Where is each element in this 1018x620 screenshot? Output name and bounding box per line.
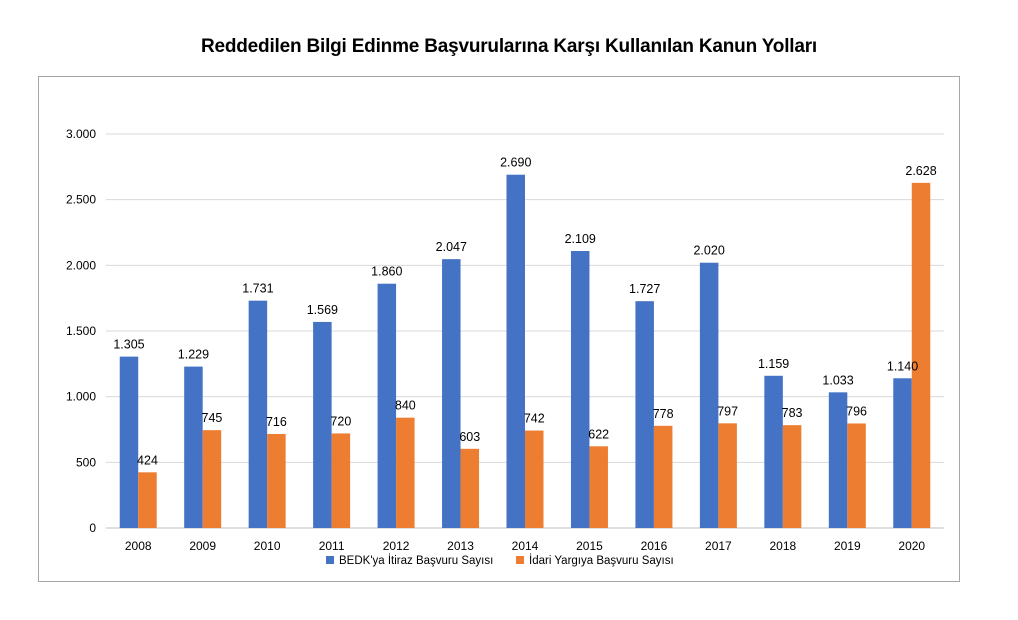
- bar-idari-yargi: [331, 433, 351, 528]
- y-tick-label: 0: [89, 521, 96, 535]
- legend: BEDK'ya İtiraz Başvuru Sayısı İdari Yargı…: [326, 554, 674, 567]
- data-label: 1.569: [307, 303, 338, 317]
- data-label: 796: [846, 404, 867, 418]
- bar-bedk-itiraz: [248, 300, 268, 528]
- data-label: 424: [137, 453, 158, 467]
- y-tick-label: 500: [76, 455, 96, 469]
- bar-bedk-itiraz: [119, 356, 139, 528]
- bar-bedk-itiraz: [377, 283, 397, 528]
- bar-bedk-itiraz: [828, 392, 848, 528]
- data-label: 742: [524, 412, 545, 426]
- data-label: 2.047: [436, 240, 467, 254]
- x-tick-label: 2013: [447, 539, 474, 553]
- data-label: 2.690: [500, 156, 531, 170]
- bar-bedk-itiraz: [635, 301, 654, 528]
- bar-idari-yargi: [847, 423, 866, 528]
- y-tick-label: 3.000: [66, 127, 96, 141]
- x-tick-label: 2012: [383, 539, 410, 553]
- x-tick-label: 2009: [189, 539, 216, 553]
- bar-idari-yargi: [911, 182, 931, 528]
- bar-idari-yargi: [525, 430, 544, 528]
- data-label: 603: [459, 430, 480, 444]
- data-label: 1.727: [629, 282, 660, 296]
- legend-swatch: [326, 556, 334, 564]
- data-label: 1.140: [887, 359, 918, 373]
- x-axis-ticks: 2008 2009 2010 2011 2012 2013 2014 2015 2016 2017…: [125, 539, 926, 553]
- bar-idari-yargi: [396, 417, 415, 528]
- legend-label: İdari Yargıya Başvuru Sayısı: [529, 554, 674, 567]
- y-axis-ticks: 0 500 1.000 1.500 2.000 2.500 3.000: [66, 127, 96, 535]
- bar-idari-yargi: [782, 425, 802, 528]
- data-label: 783: [782, 406, 803, 420]
- x-tick-label: 2008: [125, 539, 152, 553]
- bar-bedk-itiraz: [893, 378, 912, 528]
- x-tick-label: 2016: [641, 539, 668, 553]
- y-tick-label: 1.000: [66, 390, 96, 404]
- bar-bedk-itiraz: [442, 259, 461, 528]
- bar-bedk-itiraz: [313, 321, 332, 528]
- legend-label: BEDK'ya İtiraz Başvuru Sayısı: [339, 554, 493, 567]
- data-label: 2.628: [905, 164, 936, 178]
- chart-title: Reddedilen Bilgi Edinme Başvurularına Ka…: [200, 36, 817, 57]
- bars: [119, 174, 931, 529]
- x-tick-label: 2014: [512, 539, 539, 553]
- data-label: 778: [653, 407, 674, 421]
- bar-bedk-itiraz: [764, 375, 783, 528]
- bar-idari-yargi: [202, 430, 222, 528]
- x-tick-label: 2010: [254, 539, 281, 553]
- data-label: 2.020: [693, 244, 724, 258]
- bar-idari-yargi: [589, 446, 608, 528]
- data-label: 797: [717, 404, 738, 418]
- bar-idari-yargi: [653, 425, 673, 528]
- bar-idari-yargi: [718, 423, 737, 528]
- data-label: 1.860: [371, 265, 402, 279]
- y-tick-label: 2.000: [66, 258, 96, 272]
- data-labels: 1.305 424 1.229 745 1.731 716 1.569 720 1.860 840…: [113, 156, 936, 468]
- x-tick-label: 2015: [576, 539, 603, 553]
- data-label: 1.229: [178, 348, 209, 362]
- data-label: 622: [588, 427, 609, 441]
- x-tick-label: 2019: [834, 539, 861, 553]
- x-tick-label: 2020: [898, 539, 925, 553]
- bar-bedk-itiraz: [699, 262, 719, 528]
- chart-frame: [38, 76, 960, 582]
- data-label: 1.731: [242, 282, 273, 296]
- bar-idari-yargi: [460, 448, 480, 528]
- data-label: 720: [330, 414, 351, 428]
- y-tick-label: 1.500: [66, 324, 96, 338]
- bar-bedk-itiraz: [570, 251, 590, 528]
- bar-bedk-itiraz: [184, 366, 203, 528]
- data-label: 2.109: [565, 232, 596, 246]
- data-label: 1.159: [758, 357, 789, 371]
- x-tick-label: 2011: [319, 539, 345, 553]
- data-label: 745: [202, 411, 223, 425]
- legend-swatch: [516, 556, 524, 564]
- data-label: 840: [395, 399, 416, 413]
- bar-idari-yargi: [267, 433, 286, 528]
- bar-bedk-itiraz: [506, 174, 525, 529]
- data-label: 1.033: [822, 373, 853, 387]
- y-tick-label: 2.500: [66, 193, 96, 207]
- data-label: 716: [266, 415, 287, 429]
- bar-idari-yargi: [138, 472, 157, 528]
- x-tick-label: 2018: [769, 539, 796, 553]
- x-tick-label: 2017: [705, 539, 732, 553]
- data-label: 1.305: [113, 338, 144, 352]
